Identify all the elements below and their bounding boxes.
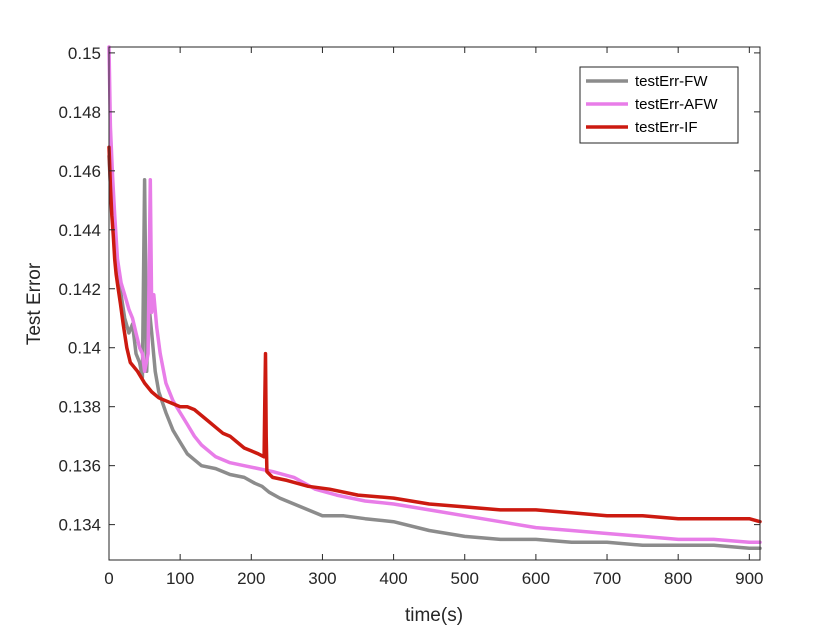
legend-label: testErr-AFW: [635, 96, 718, 113]
x-tick-label: 700: [593, 569, 621, 588]
legend: testErr-FW testErr-AFW testErr-IF: [579, 66, 739, 144]
y-tick-label: 0.148: [58, 103, 101, 122]
y-axis-ticks: 0.134 0.136 0.138 0.14 0.142 0.144 0.146 0.148 0…: [58, 44, 760, 535]
x-axis-ticks: 0 100 200 300 400 500 600 700 800 900: [104, 47, 764, 588]
y-tick-label: 0.136: [58, 457, 101, 476]
series-line-2: [107, 45, 762, 545]
y-tick-label: 0.15: [68, 44, 101, 63]
x-tick-label: 800: [664, 569, 692, 588]
legend-label: testErr-IF: [635, 119, 698, 136]
x-tick-label: 500: [451, 569, 479, 588]
y-tick-label: 0.144: [58, 221, 101, 240]
y-tick-label: 0.146: [58, 162, 101, 181]
x-tick-label: 600: [522, 569, 550, 588]
series-line-3: [107, 145, 762, 524]
series-line-1: [107, 154, 762, 550]
x-tick-label: 900: [735, 569, 763, 588]
y-tick-label: 0.142: [58, 280, 101, 299]
series-layer: [107, 45, 762, 550]
y-tick-label: 0.138: [58, 398, 101, 417]
legend-label: testErr-FW: [635, 73, 708, 90]
y-tick-label: 0.134: [58, 516, 101, 535]
y-tick-label: 0.14: [68, 339, 101, 358]
x-tick-label: 300: [308, 569, 336, 588]
x-axis-label: time(s): [405, 605, 463, 626]
x-tick-label: 0: [104, 569, 113, 588]
x-tick-label: 200: [237, 569, 265, 588]
x-tick-label: 100: [166, 569, 194, 588]
x-tick-label: 400: [379, 569, 407, 588]
y-axis-label: Test Error: [24, 262, 45, 345]
plot-frame: [108, 46, 761, 561]
